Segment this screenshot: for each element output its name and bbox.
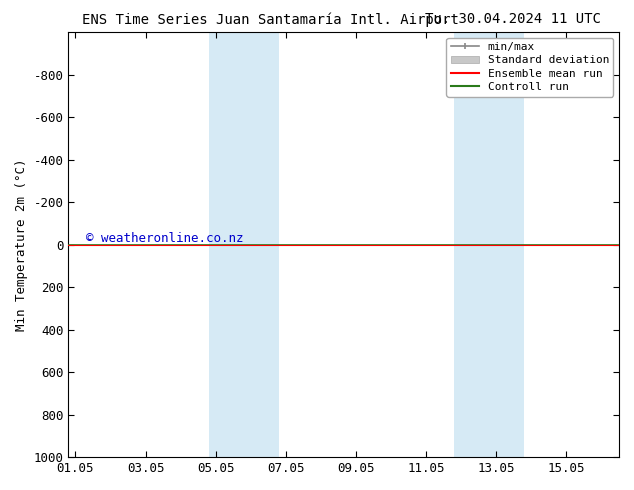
Legend: min/max, Standard deviation, Ensemble mean run, Controll run: min/max, Standard deviation, Ensemble me…	[446, 38, 614, 97]
Bar	[454, 32, 524, 457]
Text: © weatheronline.co.nz: © weatheronline.co.nz	[86, 232, 243, 245]
Bar	[209, 32, 279, 457]
Y-axis label: Min Temperature 2m (°C): Min Temperature 2m (°C)	[15, 158, 28, 331]
Text: ENS Time Series Juan Santamaría Intl. Airport: ENS Time Series Juan Santamaría Intl. Ai…	[82, 12, 459, 27]
Text: Tu. 30.04.2024 11 UTC: Tu. 30.04.2024 11 UTC	[425, 12, 600, 26]
